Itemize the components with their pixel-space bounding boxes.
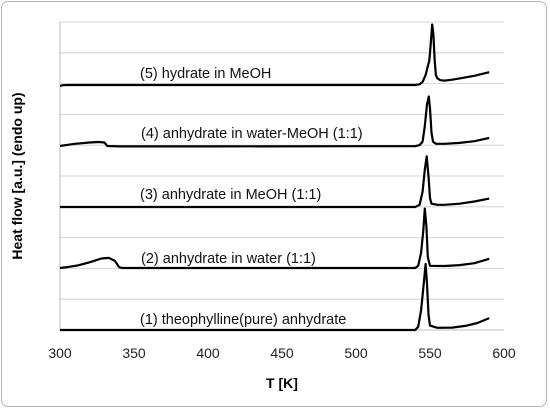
x-tick-label: 450: [270, 345, 294, 361]
x-tick-labels: 300 350 400 450 500 550 600: [48, 345, 516, 361]
series-label: (3) anhydrate in MeOH (1:1): [140, 187, 321, 203]
series-label: (4) anhydrate in water-MeOH (1:1): [141, 126, 363, 142]
series-line: [59, 23, 490, 87]
x-tick-label: 300: [48, 345, 72, 361]
y-axis-label: Heat flow [a.u.] (endo up): [9, 92, 25, 259]
series-labels: (5) hydrate in MeOH (4) anhydrate in wate…: [140, 66, 363, 328]
series-line: [59, 95, 490, 148]
x-tick-label: 550: [418, 345, 442, 361]
x-tick-label: 400: [196, 345, 220, 361]
series-line: [60, 155, 490, 209]
x-axis-label: T [K]: [266, 375, 298, 391]
series-label: (1) theophylline(pure) anhydrate: [140, 312, 346, 328]
x-tick-label: 500: [344, 345, 368, 361]
series-lines: [59, 23, 490, 332]
series-line: [60, 262, 490, 332]
series-label: (2) anhydrate in water (1:1): [141, 251, 316, 267]
x-tick-label: 600: [492, 345, 516, 361]
series-line: [59, 207, 490, 270]
series-label: (5) hydrate in MeOH: [140, 66, 271, 82]
x-tick-label: 350: [122, 345, 146, 361]
